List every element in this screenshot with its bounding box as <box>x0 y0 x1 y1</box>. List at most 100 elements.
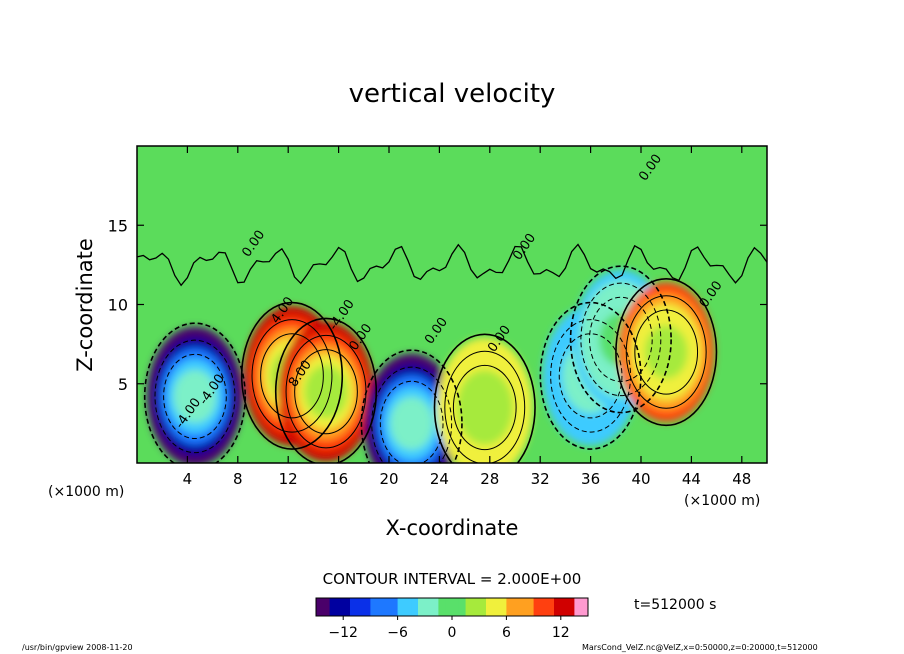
contour-line <box>143 322 247 463</box>
colorbar-cell <box>363 598 371 616</box>
colorbar-tick-label: 6 <box>502 625 511 641</box>
contour-interval-label: CONTOUR INTERVAL = 2.000E+00 <box>323 570 582 588</box>
contour-line <box>240 301 344 450</box>
contour-line <box>371 366 453 463</box>
x-unit-right: (×1000 m) <box>684 493 760 509</box>
colorbar-cell <box>574 598 582 616</box>
colorbar-cell <box>581 598 589 616</box>
contour-line <box>588 296 653 382</box>
x-tick-label: 4 <box>183 470 193 488</box>
colorbar-cell <box>533 598 541 616</box>
contour-line <box>444 350 526 463</box>
footer-left: /usr/bin/gpview 2008-11-20 <box>22 643 133 652</box>
contour-line <box>550 319 632 433</box>
colorbar-cell <box>336 598 344 616</box>
colorbar-tick-label: −12 <box>328 625 358 641</box>
colorbar-cell <box>452 598 460 616</box>
colorbar-cell <box>350 598 358 616</box>
feature-updraft-5 <box>436 337 533 463</box>
y-tick-label: 15 <box>108 216 128 235</box>
colorbar-cell <box>526 598 535 616</box>
colorbar-cell <box>424 598 433 616</box>
colorbar-cell <box>390 598 399 616</box>
colorbar-tick-label: −6 <box>387 625 408 641</box>
colorbar-cell <box>492 598 501 616</box>
contour-line <box>569 265 672 414</box>
colorbar-cell <box>445 598 453 616</box>
feature-updraft-8 <box>618 282 715 422</box>
y-tick-label: 5 <box>118 375 128 394</box>
x-tick-label: 16 <box>329 470 348 488</box>
x-axis-label: X-coordinate <box>386 516 519 540</box>
x-axis: 4 8 12 16 20 24 28 32 36 40 44 48 <box>183 146 751 488</box>
colorbar-cell <box>547 598 555 616</box>
colorbar-ticks: −12 −6 0 6 12 <box>328 616 570 641</box>
contour-line <box>251 319 333 433</box>
colorbar-cell <box>554 598 562 616</box>
x-tick-label: 20 <box>379 470 398 488</box>
colorbar-tick-label: 0 <box>448 625 457 641</box>
contour-line <box>163 353 227 440</box>
colorbar-cell <box>404 598 412 616</box>
colorbar-cell <box>411 598 419 616</box>
y-axis-label: Z-coordinate <box>73 238 97 372</box>
colorbar-cell <box>465 598 473 616</box>
colorbar-cell <box>472 598 480 616</box>
colorbar-cell <box>316 598 324 616</box>
colorbar-cell <box>520 598 528 616</box>
colorbar-cell <box>540 598 548 616</box>
colorbar-cell <box>418 598 426 616</box>
colorbar-cell <box>356 598 365 616</box>
colorbar-cell <box>479 598 487 616</box>
contour-line <box>294 349 358 435</box>
contour-line <box>625 295 707 409</box>
colorbar-cell <box>384 598 392 616</box>
colorbar <box>315 597 589 617</box>
contour-line <box>379 380 444 463</box>
colorbar-cell <box>560 598 569 616</box>
contour-line <box>558 333 623 419</box>
colorbar-cell <box>431 598 439 616</box>
x-tick-label: 32 <box>531 470 550 488</box>
colorbar-cell <box>458 598 467 616</box>
x-tick-label: 24 <box>430 470 449 488</box>
feature-downdraft-4 <box>363 353 460 463</box>
contour-line <box>360 349 463 463</box>
colorbar-cell <box>397 598 405 616</box>
colorbar-cell <box>370 598 378 616</box>
time-label: t=512000 s <box>634 597 716 613</box>
contour-line <box>260 333 324 419</box>
y-tick-label: 10 <box>108 296 128 315</box>
feature-updraft-3 <box>278 321 374 462</box>
colorbar-cell <box>329 598 337 616</box>
x-tick-label: 28 <box>480 470 499 488</box>
chart-title: vertical velocity <box>349 79 556 109</box>
x-tick-label: 44 <box>682 470 701 488</box>
x-tick-label: 40 <box>631 470 650 488</box>
colorbar-cell <box>438 598 446 616</box>
zero-contour-line <box>137 243 767 287</box>
colorbar-cell <box>322 598 331 616</box>
colorbar-cell <box>513 598 521 616</box>
y-axis: 5 10 15 <box>108 216 767 394</box>
colorbar-cell <box>499 598 507 616</box>
colorbar-cell <box>486 598 494 616</box>
plot-area: 0.004.00 -4.008.00-4.000.00 0.00 0.000.000.… <box>137 146 767 463</box>
contour-line <box>634 309 699 395</box>
contour-line <box>539 301 642 450</box>
contour-line <box>615 278 718 427</box>
contour-line <box>274 317 378 463</box>
contour-line <box>580 282 662 397</box>
contour-line <box>433 333 536 463</box>
x-unit-left: (×1000 m) <box>48 484 124 500</box>
colorbar-cell <box>377 598 385 616</box>
contour-line <box>452 364 517 451</box>
colorbar-cell <box>506 598 514 616</box>
x-tick-label: 36 <box>581 470 600 488</box>
colorbar-tick-label: 12 <box>552 625 570 641</box>
x-tick-label: 48 <box>732 470 751 488</box>
colorbar-cell <box>567 598 575 616</box>
footer-right: MarsCond_VelZ.nc@VelZ,x=0:50000,z=0:2000… <box>582 643 818 652</box>
colorbar-cell <box>343 598 351 616</box>
